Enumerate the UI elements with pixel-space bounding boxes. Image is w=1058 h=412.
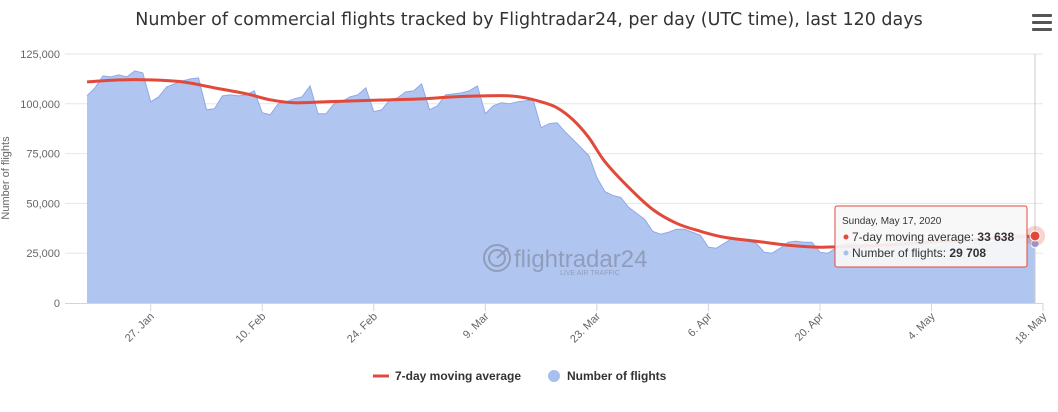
- x-tick-label: 18. May: [1013, 310, 1050, 347]
- tooltip-date: Sunday, May 17, 2020: [842, 216, 942, 227]
- x-tick-label: 23. Mar: [568, 310, 603, 345]
- tooltip-ma-label: 7-day moving average:: [852, 230, 974, 244]
- chart-menu-button[interactable]: [1032, 14, 1052, 34]
- tooltip-ma-row: 7-day moving average: 33 638: [852, 230, 1014, 244]
- moving-average-hover-point: [1029, 230, 1041, 242]
- y-tick-label: 100,000: [20, 99, 60, 111]
- legend-dot-swatch: [548, 370, 560, 382]
- tooltip: Sunday, May 17, 2020 7-day moving averag…: [834, 205, 1028, 268]
- x-tick-label: 9. Mar: [461, 310, 492, 341]
- y-axis: 0 25,000 50,000 75,000 100,000 125,000: [20, 49, 60, 310]
- y-tick-label: 50,000: [26, 198, 60, 210]
- tooltip-flights-label: Number of flights:: [852, 246, 946, 260]
- menu-icon-bar: [1032, 14, 1052, 17]
- tooltip-flights-value: 29 708: [949, 246, 986, 260]
- x-axis: 27. Jan 10. Feb 24. Feb 9. Mar 23. Mar 6. Apr…: [65, 303, 1049, 347]
- y-axis-title: Number of flights: [0, 136, 12, 220]
- x-tick-label: 6. Apr: [686, 310, 715, 339]
- y-tick-label: 0: [54, 298, 60, 310]
- legend: 7-day moving average Number of flights: [373, 369, 667, 383]
- menu-icon-bar: [1032, 21, 1052, 24]
- y-tick-label: 75,000: [26, 149, 60, 161]
- x-tick-label: 20. Apr: [793, 310, 826, 343]
- x-tick-label: 10. Feb: [234, 311, 269, 346]
- flightradar24-watermark: flightradar24 LIVE AIR TRAFFIC: [483, 244, 647, 277]
- menu-icon-bar: [1032, 28, 1052, 31]
- x-tick-label: 27. Jan: [123, 311, 157, 345]
- y-tick-label: 125,000: [20, 49, 60, 61]
- legend-item-number-of-flights[interactable]: Number of flights: [548, 369, 667, 383]
- watermark-brand: flightradar24: [514, 246, 647, 273]
- tooltip-flights-swatch: [843, 250, 849, 256]
- y-tick-label: 25,000: [26, 248, 60, 260]
- chart-title: Number of commercial flights tracked by …: [135, 10, 923, 30]
- flightradar24-logo-icon: [483, 244, 511, 272]
- legend-label-number-of-flights: Number of flights: [567, 369, 667, 383]
- watermark-tagline: LIVE AIR TRAFFIC: [560, 270, 620, 277]
- tooltip-ma-value: 33 638: [977, 230, 1014, 244]
- tooltip-flights-row: Number of flights: 29 708: [852, 246, 986, 260]
- legend-item-moving-average[interactable]: 7-day moving average: [373, 369, 521, 383]
- tooltip-ma-swatch: [843, 234, 849, 240]
- hover-markers: [1025, 225, 1046, 249]
- legend-label-moving-average: 7-day moving average: [395, 369, 521, 383]
- x-tick-label: 4. May: [906, 310, 938, 342]
- x-tick-label: 24. Feb: [345, 311, 380, 346]
